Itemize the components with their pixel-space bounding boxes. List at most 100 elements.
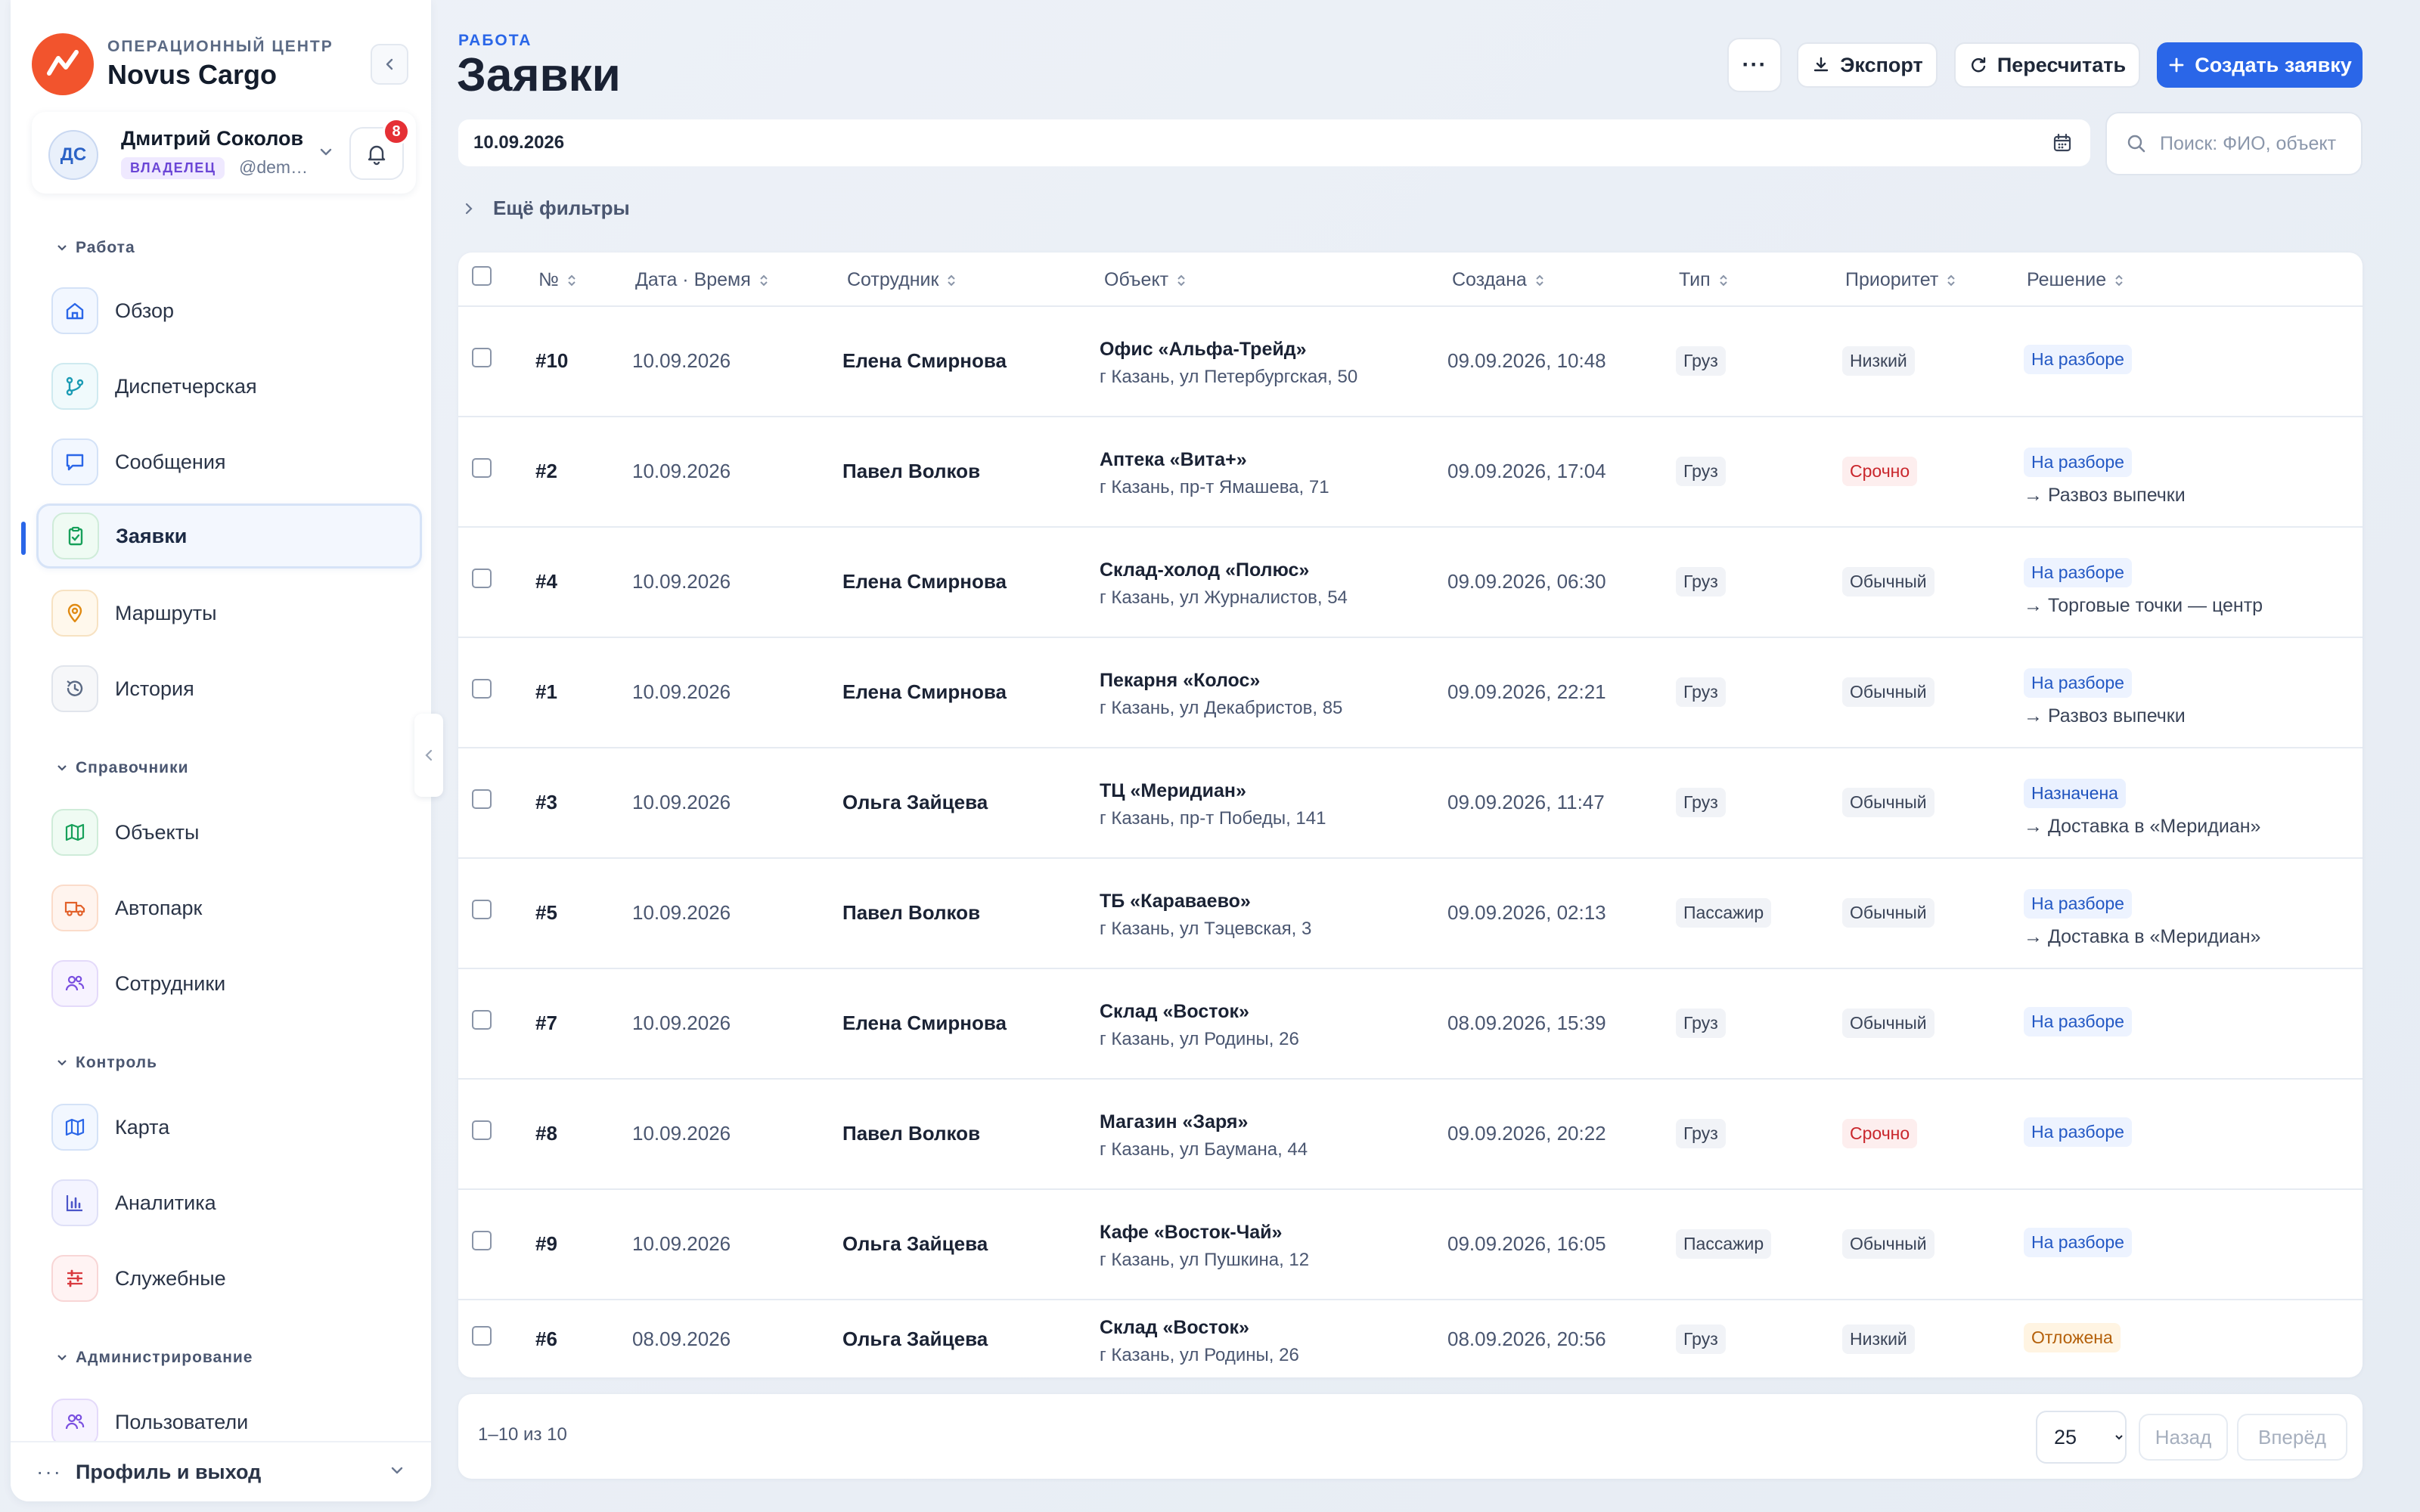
search-box[interactable] (2105, 112, 2363, 175)
column-header-created[interactable]: Создана (1452, 269, 1545, 291)
users-icon (51, 960, 98, 1007)
prev-page-button[interactable]: Назад (2139, 1414, 2228, 1461)
nav-section-control[interactable]: Контроль (56, 1054, 157, 1072)
nav-section-references[interactable]: Справочники (56, 759, 189, 777)
column-header-employee[interactable]: Сотрудник (847, 269, 957, 291)
object-cell: ТБ «Караваево» г Казань, ул Тэцевская, 3 (1100, 891, 1311, 940)
column-header-number[interactable]: № (538, 269, 577, 291)
sidebar-item-requests[interactable]: Заявки (36, 503, 422, 569)
pagination-info: 1–10 из 10 (478, 1424, 567, 1445)
row-checkbox[interactable] (472, 1231, 492, 1256)
object-cell: ТЦ «Меридиан» г Казань, пр-т Победы, 141 (1100, 780, 1326, 829)
row-checkbox[interactable] (472, 1120, 492, 1145)
type-tag: Груз (1676, 346, 1726, 376)
sidebar-item-history[interactable]: История (38, 656, 424, 721)
column-header-datetime[interactable]: Дата · Время (635, 269, 769, 291)
home-icon (51, 287, 98, 334)
select-all-checkbox[interactable] (472, 266, 492, 286)
brand-logo-icon (32, 33, 94, 95)
sidebar-item-analytics[interactable]: Аналитика (38, 1170, 424, 1235)
table-row[interactable]: #2 10.09.2026 Павел Волков Аптека «Вита+» г … (458, 417, 2363, 528)
table-row[interactable]: #10 10.09.2026 Елена Смирнова Офис «Альфа-Т… (458, 307, 2363, 417)
plus-icon (2169, 57, 2184, 73)
chart-icon (51, 1179, 98, 1226)
column-header-priority[interactable]: Приоритет (1845, 269, 1956, 291)
page-size-select[interactable]: 25 (2036, 1411, 2127, 1464)
row-checkbox[interactable] (472, 1326, 492, 1351)
calendar-icon[interactable] (2051, 132, 2074, 154)
request-number[interactable]: #1 (535, 680, 557, 703)
priority-tag: Обычный (1842, 1229, 1934, 1259)
next-page-button[interactable]: Вперёд (2237, 1414, 2347, 1461)
sidebar-item-fleet[interactable]: Автопарк (38, 875, 424, 940)
nav-section-admin[interactable]: Администрирование (56, 1349, 253, 1367)
sidebar-toggle-handle[interactable] (414, 714, 443, 797)
request-number[interactable]: #6 (535, 1328, 557, 1350)
request-number[interactable]: #8 (535, 1122, 557, 1145)
column-header-type[interactable]: Тип (1679, 269, 1729, 291)
row-checkbox[interactable] (472, 1010, 492, 1035)
row-checkbox[interactable] (472, 679, 492, 704)
object-name: Склад «Восток» (1100, 1317, 1249, 1338)
sidebar-item-routes[interactable]: Маршруты (38, 581, 424, 646)
request-number[interactable]: #10 (535, 349, 569, 372)
decision-status-badge: На разборе (2024, 558, 2132, 587)
decision-status-badge: Отложена (2024, 1323, 2121, 1352)
sidebar-item-objects[interactable]: Объекты (38, 800, 424, 865)
recalculate-button[interactable]: Пересчитать (1954, 42, 2140, 88)
decision-cell: На разборе (2024, 1007, 2132, 1036)
decision-cell: Отложена (2024, 1323, 2121, 1352)
sidebar-item-employees[interactable]: Сотрудники (38, 951, 424, 1016)
collapse-sidebar-button[interactable] (371, 44, 408, 85)
employee-name: Ольга Зайцева (842, 791, 988, 813)
request-number[interactable]: #2 (535, 460, 557, 482)
decision-status-badge: На разборе (2024, 1228, 2132, 1257)
more-filters-toggle[interactable]: Ещё фильтры (463, 197, 630, 220)
table-row[interactable]: #7 10.09.2026 Елена Смирнова Склад «Восток»… (458, 969, 2363, 1080)
request-date: 10.09.2026 (632, 570, 731, 593)
chevron-down-icon[interactable] (318, 144, 334, 160)
created-at: 09.09.2026, 06:30 (1447, 570, 1606, 593)
row-checkbox[interactable] (472, 900, 492, 925)
priority-tag: Обычный (1842, 1009, 1934, 1038)
table-row[interactable]: #6 08.09.2026 Ольга Зайцева Склад «Восток» г… (458, 1300, 2363, 1377)
date-filter-input[interactable]: 10.09.2026 (458, 119, 2090, 166)
sort-icon (2115, 274, 2123, 286)
request-number[interactable]: #4 (535, 570, 557, 593)
request-number[interactable]: #7 (535, 1012, 557, 1034)
row-checkbox[interactable] (472, 348, 492, 373)
type-tag: Груз (1676, 1325, 1726, 1354)
sidebar-item-messages[interactable]: Сообщения (38, 429, 424, 494)
sidebar-item-map[interactable]: Карта (38, 1095, 424, 1160)
profile-and-logout[interactable]: ··· Профиль и выход (11, 1441, 431, 1501)
create-request-button[interactable]: Создать заявку (2157, 42, 2363, 88)
column-header-object[interactable]: Объект (1104, 269, 1187, 291)
sidebar-item-service[interactable]: Служебные (38, 1246, 424, 1311)
request-number[interactable]: #5 (535, 901, 557, 924)
request-number[interactable]: #9 (535, 1232, 557, 1255)
search-input[interactable] (2160, 132, 2349, 155)
table-row[interactable]: #1 10.09.2026 Елена Смирнова Пекарня «Колос… (458, 638, 2363, 748)
table-row[interactable]: #5 10.09.2026 Павел Волков ТБ «Караваево» г … (458, 859, 2363, 969)
table-row[interactable]: #3 10.09.2026 Ольга Зайцева ТЦ «Меридиан» г … (458, 748, 2363, 859)
object-cell: Склад «Восток» г Казань, ул Родины, 26 (1100, 1001, 1299, 1050)
user-card[interactable]: ДС Дмитрий Соколов ВЛАДЕЛЕЦ @dem… (32, 112, 416, 194)
column-header-decision[interactable]: Решение (2027, 269, 2124, 291)
table-row[interactable]: #8 10.09.2026 Павел Волков Магазин «Заря» г … (458, 1080, 2363, 1190)
row-checkbox[interactable] (472, 569, 492, 593)
nav-section-work[interactable]: Работа (56, 239, 135, 257)
table-row[interactable]: #4 10.09.2026 Елена Смирнова Склад-холод «П… (458, 528, 2363, 638)
sidebar-item-dispatch[interactable]: Диспетчерская (38, 354, 424, 419)
chevron-down-icon (57, 245, 67, 251)
table-row[interactable]: #9 10.09.2026 Ольга Зайцева Кафе «Восток-Ча… (458, 1190, 2363, 1300)
sidebar-item-label: Пользователи (115, 1410, 249, 1433)
request-number[interactable]: #3 (535, 791, 557, 813)
more-actions-button[interactable]: ··· (1727, 38, 1782, 92)
object-name: Склад «Восток» (1100, 1001, 1249, 1022)
sidebar-item-overview[interactable]: Обзор (38, 278, 424, 343)
employee-name: Елена Смирнова (842, 680, 1007, 703)
export-button[interactable]: Экспорт (1797, 42, 1938, 88)
row-checkbox[interactable] (472, 458, 492, 483)
object-address: г Казань, ул Пушкина, 12 (1100, 1250, 1310, 1270)
row-checkbox[interactable] (472, 789, 492, 814)
